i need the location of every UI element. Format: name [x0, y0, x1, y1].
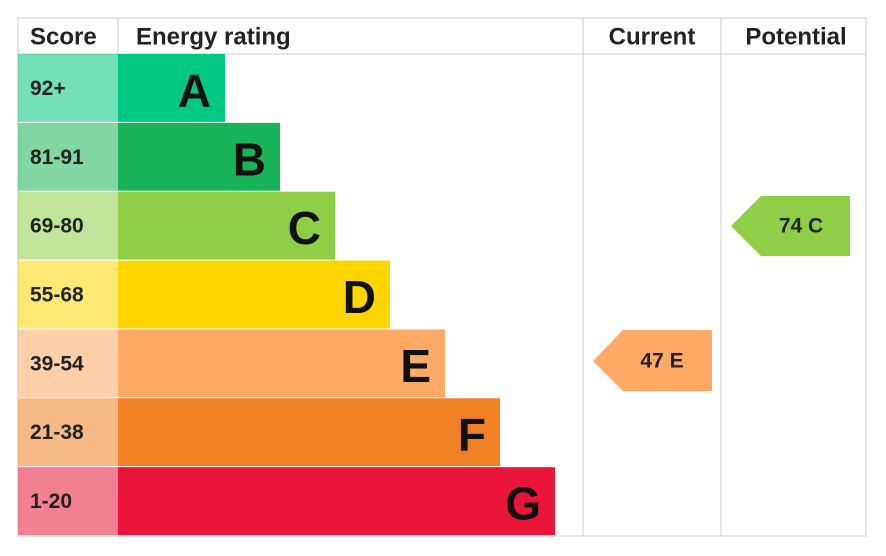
score-cell: [18, 329, 118, 398]
score-label: 69-80: [30, 215, 84, 238]
header-potential: Potential: [745, 24, 846, 51]
score-label: 39-54: [30, 352, 84, 375]
score-label: 92+: [30, 77, 66, 100]
rating-bar: [118, 260, 390, 329]
score-cell: [18, 260, 118, 329]
rating-bar: [118, 329, 445, 398]
rating-bar: [118, 191, 335, 260]
rating-letter: E: [400, 340, 431, 392]
score-cell: [18, 191, 118, 260]
score-label: 81-91: [30, 146, 84, 169]
rating-bar: [118, 398, 500, 467]
header-current: Current: [609, 24, 696, 51]
score-cell: [18, 54, 118, 122]
score-cell: [18, 467, 118, 535]
header-rating: Energy rating: [136, 24, 291, 51]
rating-letter: A: [178, 64, 211, 116]
score-cell: [18, 122, 118, 191]
bands: 92+ A 81-91 B 69-80 C 55-68 D 39-54 E 21-38 F 1-20 G: [18, 54, 555, 535]
potential-label: 74 C: [779, 215, 823, 238]
rating-bar: [118, 467, 555, 535]
rating-letter: F: [458, 409, 486, 461]
score-label: 21-38: [30, 421, 84, 444]
current-arrow: [593, 330, 712, 391]
rating-letter: G: [505, 478, 541, 530]
rating-letter: D: [343, 271, 376, 323]
potential-arrow: [731, 196, 850, 256]
current-label: 47 E: [640, 350, 683, 373]
header-score: Score: [30, 24, 97, 51]
score-label: 55-68: [30, 284, 84, 307]
rating-bar: [118, 54, 225, 122]
rating-letter: B: [233, 133, 266, 185]
rating-letter: C: [288, 202, 321, 254]
rating-bar: [118, 122, 280, 191]
score-label: 1-20: [30, 490, 72, 513]
score-cell: [18, 398, 118, 467]
